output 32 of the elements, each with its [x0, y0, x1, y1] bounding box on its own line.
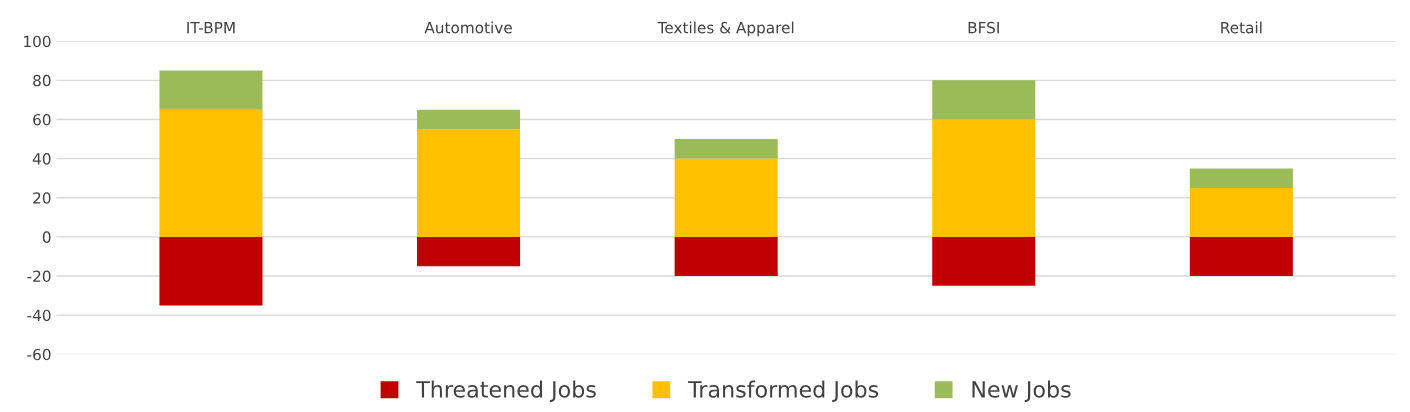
- y-tick-label: 0: [42, 231, 51, 243]
- bar: [159, 70, 263, 110]
- bar: [417, 129, 521, 237]
- bar: [674, 139, 778, 159]
- x-tick-label: Textiles & Apparel: [657, 21, 794, 37]
- y-tick-label: -40: [27, 309, 51, 322]
- bar: [417, 109, 521, 130]
- bar: [159, 236, 263, 306]
- x-tick-label: Retail: [1221, 21, 1262, 34]
- y-tick-label: 20: [33, 192, 51, 204]
- x-tick-label: Automotive: [424, 21, 512, 34]
- legend-label: Transformed Jobs: [687, 380, 879, 402]
- y-tick-label: 40: [32, 153, 51, 165]
- x-tick-label: IT-BPM: [187, 22, 235, 34]
- y-tick-label: 100: [24, 35, 51, 48]
- bar: [159, 109, 263, 237]
- y-tick-label: -20: [27, 270, 51, 283]
- bar: [674, 236, 778, 277]
- x-tick-label: BFSI: [968, 21, 999, 34]
- bar: [1189, 187, 1293, 237]
- y-tick-label: -60: [27, 348, 51, 361]
- bar: [932, 80, 1036, 120]
- bar: [932, 119, 1036, 237]
- legend-label: New Jobs: [972, 380, 1071, 402]
- bar: [417, 236, 521, 267]
- bar: [674, 158, 778, 237]
- bar: [932, 236, 1036, 286]
- bar: [1189, 236, 1293, 277]
- y-tick-label: 80: [33, 74, 51, 87]
- y-tick-label: 60: [33, 113, 51, 126]
- bar: [1189, 168, 1293, 188]
- legend-label: Threatened Jobs: [416, 380, 596, 402]
